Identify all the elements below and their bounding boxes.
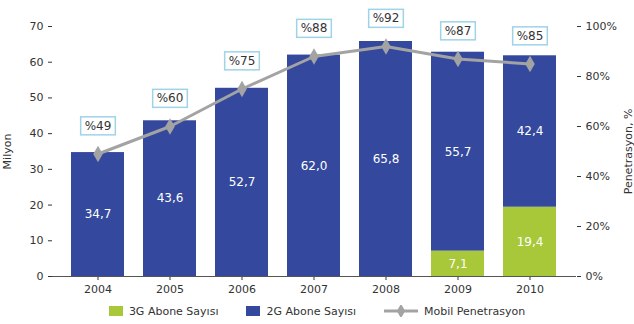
svg-text:100%: 100% xyxy=(586,20,617,33)
svg-text:%75: %75 xyxy=(229,54,256,68)
svg-text:2010: 2010 xyxy=(516,283,544,296)
svg-text:60: 60 xyxy=(30,56,44,69)
svg-text:2006: 2006 xyxy=(228,283,256,296)
svg-text:0: 0 xyxy=(37,270,44,283)
svg-text:7,1: 7,1 xyxy=(448,257,467,271)
html-text:2G Abone Sayısı: 2G Abone Sayısı xyxy=(266,304,356,318)
svg-text:65,8: 65,8 xyxy=(373,152,400,166)
svg-text:2008: 2008 xyxy=(372,283,400,296)
svg-text:2005: 2005 xyxy=(156,283,184,296)
svg-text:40%: 40% xyxy=(586,170,610,183)
svg-text:42,4: 42,4 xyxy=(517,124,544,138)
svg-text:70: 70 xyxy=(30,20,44,33)
svg-text:80%: 80% xyxy=(586,70,610,83)
svg-text:%87: %87 xyxy=(445,24,472,38)
svg-text:2004: 2004 xyxy=(84,283,112,296)
svg-text:43,6: 43,6 xyxy=(157,191,184,205)
svg-text:40: 40 xyxy=(30,127,44,140)
svg-text:10: 10 xyxy=(30,234,44,247)
svg-text:Milyon: Milyon xyxy=(1,134,14,170)
svg-text:%60: %60 xyxy=(157,91,184,105)
svg-text:52,7: 52,7 xyxy=(229,175,256,189)
svg-text:Penetrasyon, %: Penetrasyon, % xyxy=(622,109,634,195)
svg-text:20%: 20% xyxy=(586,220,610,233)
svg-text:55,7: 55,7 xyxy=(445,145,472,159)
svg-text:2007: 2007 xyxy=(300,283,328,296)
svg-text:0%: 0% xyxy=(586,270,603,283)
html-text:3G Abone Sayısı: 3G Abone Sayısı xyxy=(128,304,219,318)
svg-text:30: 30 xyxy=(30,163,44,176)
svg-text:62,0: 62,0 xyxy=(301,159,328,173)
svg-text:34,7: 34,7 xyxy=(85,207,112,221)
svg-text:19,4: 19,4 xyxy=(517,235,544,249)
svg-text:%88: %88 xyxy=(301,21,328,35)
svg-text:60%: 60% xyxy=(586,120,610,133)
svg-text:%92: %92 xyxy=(373,11,400,25)
svg-text:2009: 2009 xyxy=(444,283,472,296)
svg-text:%49: %49 xyxy=(85,119,112,133)
svg-text:%85: %85 xyxy=(517,29,544,43)
svg-text:20: 20 xyxy=(30,199,44,212)
svg-text:50: 50 xyxy=(30,91,44,104)
html-text:Mobil Penetrasyon: Mobil Penetrasyon xyxy=(424,304,526,318)
